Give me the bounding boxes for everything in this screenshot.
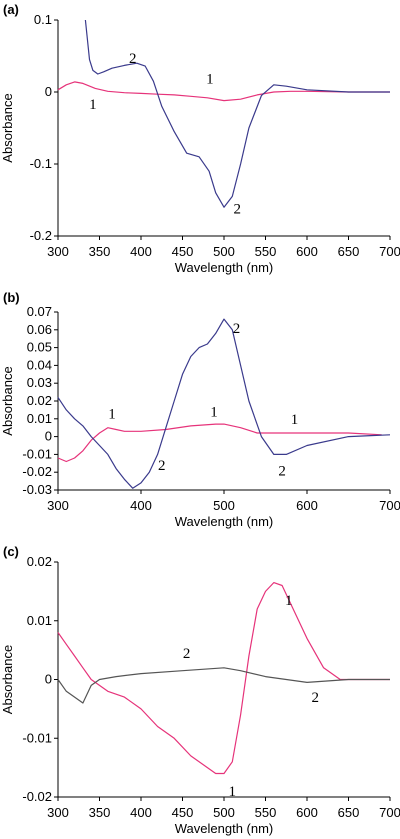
y-tick-label: 0.05 — [27, 340, 52, 355]
y-axis-label: Absorbance — [0, 645, 15, 714]
curve-annotation: 1 — [285, 593, 293, 609]
x-axis-label: Wavelength (nm) — [175, 514, 274, 529]
y-tick-label: -0.1 — [30, 156, 52, 171]
x-tick-label: 450 — [172, 244, 194, 259]
panel-label: (b) — [3, 290, 20, 305]
y-tick-label: 0.07 — [27, 304, 52, 319]
x-tick-label: 400 — [130, 498, 152, 513]
series-2-line — [84, 19, 390, 208]
curve-annotation: 2 — [278, 463, 286, 479]
x-tick-label: 650 — [338, 244, 360, 259]
x-tick-label: 500 — [213, 244, 235, 259]
series-1-line — [57, 423, 382, 463]
y-tick-label: -0.2 — [30, 228, 52, 243]
y-tick-label: 0.06 — [27, 322, 52, 337]
x-tick-label: 300 — [47, 805, 69, 820]
y-axis-label: Absorbance — [0, 366, 15, 435]
curve-annotation: 2 — [312, 690, 320, 706]
x-tick-label: 300 — [47, 498, 69, 513]
x-axis-label: Wavelength (nm) — [175, 260, 274, 275]
x-tick-label: 600 — [296, 498, 318, 513]
x-tick-label: 600 — [296, 805, 318, 820]
series-2-line — [57, 318, 391, 489]
x-tick-label: 600 — [296, 244, 318, 259]
x-tick-label: 700 — [379, 244, 400, 259]
x-tick-label: 450 — [172, 805, 194, 820]
x-axis-label: Wavelength (nm) — [175, 821, 274, 836]
y-tick-label: 0.04 — [27, 357, 52, 372]
y-tick-label: 0.02 — [27, 554, 52, 569]
curve-annotation: 2 — [129, 51, 137, 67]
series-2-line — [57, 667, 390, 704]
curve-annotation: 1 — [291, 412, 299, 428]
x-tick-label: 400 — [130, 244, 152, 259]
y-tick-label: 0 — [45, 429, 52, 444]
curve-annotation: 1 — [206, 71, 214, 87]
x-tick-label: 400 — [130, 805, 152, 820]
y-tick-label: -0.03 — [22, 482, 52, 497]
curve-annotation: 2 — [233, 321, 241, 337]
x-tick-label: 350 — [89, 244, 111, 259]
y-tick-label: -0.02 — [22, 464, 52, 479]
curve-annotation: 1 — [89, 97, 97, 113]
x-tick-label: 550 — [255, 244, 277, 259]
curve-annotation: 1 — [108, 406, 116, 422]
y-tick-label: 0.03 — [27, 375, 52, 390]
x-tick-label: 700 — [379, 498, 400, 513]
panel-label: (c) — [3, 544, 19, 559]
y-tick-label: 0.02 — [27, 393, 52, 408]
curve-annotation: 2 — [183, 646, 191, 662]
x-tick-label: 650 — [338, 805, 360, 820]
y-tick-label: -0.02 — [22, 789, 52, 804]
y-axis-label: Absorbance — [0, 93, 15, 162]
y-tick-label: -0.01 — [22, 730, 52, 745]
x-tick-label: 500 — [213, 805, 235, 820]
x-tick-label: 500 — [213, 498, 235, 513]
x-tick-label: 700 — [379, 805, 400, 820]
curve-annotation: 1 — [229, 784, 237, 800]
y-tick-label: 0.01 — [27, 613, 52, 628]
x-tick-label: 300 — [47, 244, 69, 259]
curve-annotation: 1 — [210, 405, 218, 421]
y-tick-label: 0 — [45, 84, 52, 99]
y-tick-label: -0.01 — [22, 446, 52, 461]
y-tick-label: 0.1 — [34, 12, 52, 27]
x-tick-label: 550 — [255, 805, 277, 820]
y-tick-label: 0.01 — [27, 411, 52, 426]
curve-annotation: 2 — [234, 202, 242, 218]
panel-label: (a) — [3, 2, 19, 17]
curve-annotation: 2 — [158, 458, 166, 474]
y-tick-label: 0 — [45, 672, 52, 687]
x-tick-label: 350 — [89, 805, 111, 820]
series-1-line — [57, 81, 390, 102]
